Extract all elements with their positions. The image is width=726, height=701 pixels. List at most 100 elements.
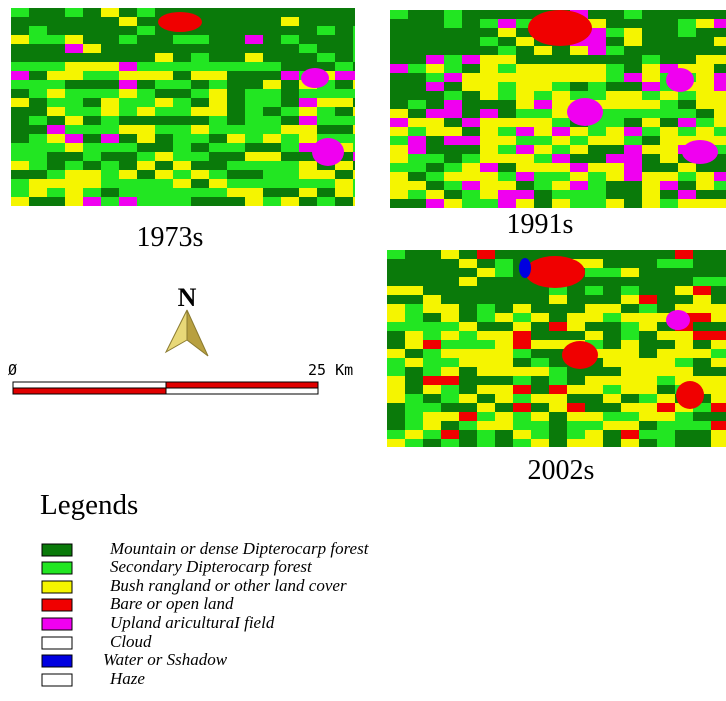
map-pixel <box>570 136 588 145</box>
map-pixel <box>387 349 405 358</box>
map-pixel <box>227 107 245 116</box>
map-pixel <box>516 181 534 190</box>
map-pixel <box>639 367 657 376</box>
map-pixel <box>639 277 657 286</box>
scale-start: Ø <box>8 361 17 379</box>
map-pixel <box>101 197 119 206</box>
map-pixel <box>477 304 495 313</box>
map-pixel <box>549 412 567 421</box>
map-pixel <box>678 127 696 136</box>
map-pixel <box>693 313 711 322</box>
map-patch <box>158 12 202 32</box>
map-pixel <box>657 403 675 412</box>
map-pixel <box>227 62 245 71</box>
map-pixel <box>585 304 603 313</box>
map-pixel <box>516 109 534 118</box>
map-pixel <box>101 98 119 107</box>
map-pixel <box>155 89 173 98</box>
map-pixel <box>624 100 642 109</box>
map-pixel <box>459 259 477 268</box>
map-pixel <box>495 376 513 385</box>
map-pixel <box>47 98 65 107</box>
map-pixel <box>191 89 209 98</box>
map-pixel <box>693 412 711 421</box>
map-pixel <box>606 109 624 118</box>
map-pixel <box>426 37 444 46</box>
map-pixel <box>263 71 281 80</box>
map-pixel <box>444 37 462 46</box>
map-pixel <box>335 197 353 206</box>
map-pixel <box>462 82 480 91</box>
map-pixel <box>137 17 155 26</box>
map-pixel <box>209 125 227 134</box>
map-pixel <box>119 98 137 107</box>
map-pixel <box>335 62 353 71</box>
map-pixel <box>47 8 65 17</box>
map-pixel <box>603 259 621 268</box>
map-pixel <box>387 358 405 367</box>
map-pixel <box>281 26 299 35</box>
map-pixel <box>245 179 263 188</box>
map-pixel <box>423 367 441 376</box>
map-pixel <box>191 107 209 116</box>
map-pixel <box>423 277 441 286</box>
map-pixel <box>477 331 495 340</box>
map-pixel <box>480 190 498 199</box>
map-pixel <box>552 163 570 172</box>
map-pixel <box>534 91 552 100</box>
north-arrow <box>166 310 187 352</box>
map-pixel <box>477 340 495 349</box>
map-pixel <box>65 89 83 98</box>
map-pixel <box>621 349 639 358</box>
map-pixel <box>678 91 696 100</box>
map-pixel <box>209 98 227 107</box>
map-pixel <box>263 116 281 125</box>
map-pixel <box>462 172 480 181</box>
map-pixel <box>444 172 462 181</box>
map-pixel <box>317 35 335 44</box>
map-pixel <box>495 295 513 304</box>
map-pixel <box>603 439 621 447</box>
map-pixel <box>191 98 209 107</box>
map-pixel <box>47 161 65 170</box>
map-pixel <box>567 295 585 304</box>
map-pixel <box>678 172 696 181</box>
map-pixel <box>531 313 549 322</box>
map-pixel <box>155 143 173 152</box>
map-pixel <box>299 107 317 116</box>
map-pixel <box>621 394 639 403</box>
map-pixel <box>642 82 660 91</box>
map-pixel <box>678 190 696 199</box>
map-pixel <box>660 154 678 163</box>
map-pixel <box>585 430 603 439</box>
map-pixel <box>513 439 531 447</box>
map-pixel <box>552 73 570 82</box>
map-pixel <box>477 259 495 268</box>
map-pixel <box>441 421 459 430</box>
map-pixel <box>65 125 83 134</box>
map-pixel <box>405 295 423 304</box>
map-pixel <box>83 8 101 17</box>
map-pixel <box>65 107 83 116</box>
map-pixel <box>119 17 137 26</box>
map-pixel <box>390 28 408 37</box>
map-pixel <box>714 163 726 172</box>
map-pixel <box>657 376 675 385</box>
map-pixel <box>516 10 534 19</box>
map-pixel <box>263 44 281 53</box>
map-pixel <box>405 430 423 439</box>
map-pixel <box>444 127 462 136</box>
map-pixel <box>263 35 281 44</box>
map-pixel <box>390 100 408 109</box>
map-pixel <box>642 19 660 28</box>
map-pixel <box>137 89 155 98</box>
map-pixel <box>281 125 299 134</box>
map-pixel <box>696 100 714 109</box>
map-pixel <box>603 250 621 259</box>
map-pixel <box>405 331 423 340</box>
map-pixel <box>660 136 678 145</box>
map-pixel <box>495 313 513 322</box>
map-pixel <box>155 44 173 53</box>
map-pixel <box>191 188 209 197</box>
map-pixel <box>678 19 696 28</box>
